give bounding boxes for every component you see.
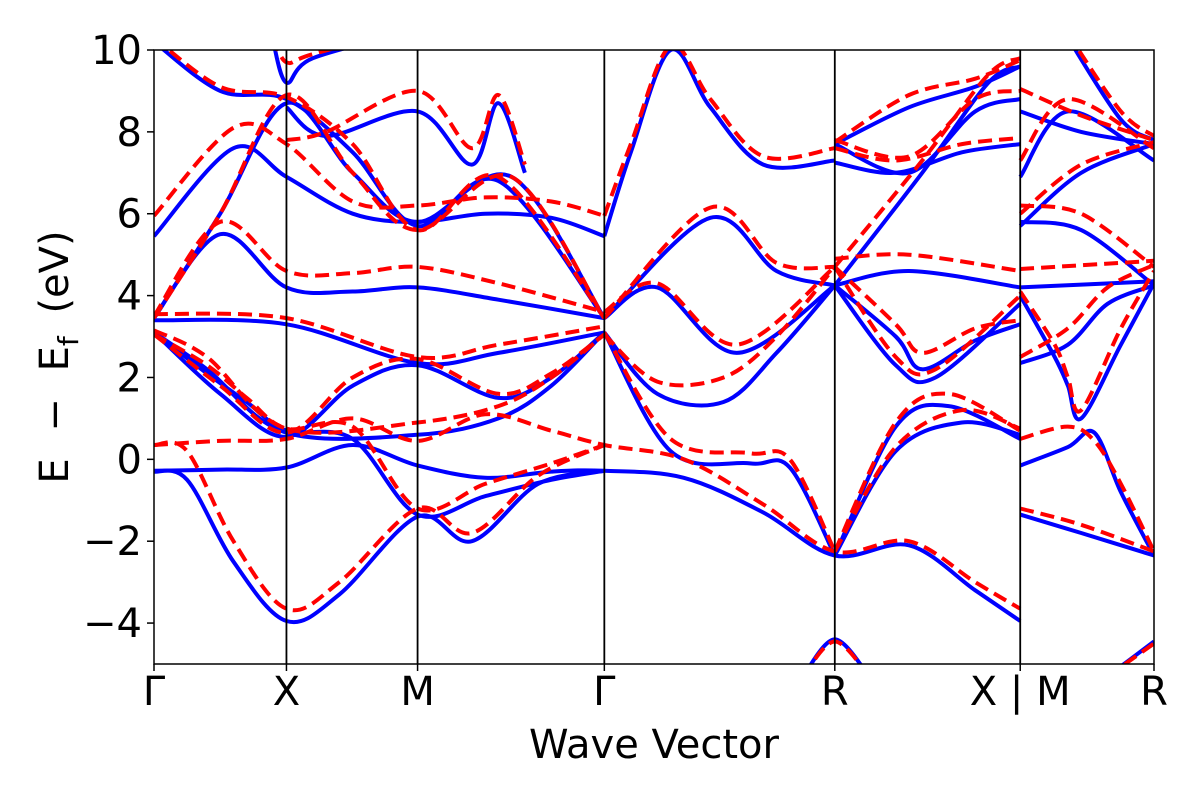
dashed-red-band-31 bbox=[1019, 203, 1154, 269]
kpoint-lines bbox=[285, 50, 1022, 664]
solid-blue-band-26 bbox=[1019, 428, 1154, 557]
solid-blue-band-1 bbox=[154, 468, 605, 625]
dashed-red-band-1 bbox=[154, 440, 606, 613]
y-axis-title-e: E bbox=[32, 458, 78, 483]
dashed-red-band-30 bbox=[1020, 258, 1154, 271]
solid-blue-band-11 bbox=[273, 50, 346, 85]
dashed-red-band-0 bbox=[154, 412, 1022, 611]
dashed-red-band-24 bbox=[833, 56, 1022, 269]
solid-blue-band-21 bbox=[834, 268, 1021, 290]
x-tick-label: M bbox=[400, 669, 435, 715]
y-tick-label: 0 bbox=[117, 437, 142, 483]
dashed-red-band-23 bbox=[833, 58, 1021, 144]
dashed-red-band-27 bbox=[1019, 506, 1154, 554]
y-axis-title: E − Ef (eV) bbox=[32, 230, 88, 483]
x-tick-label: Γ bbox=[593, 669, 616, 715]
solid-blue-band-29 bbox=[1018, 282, 1154, 422]
solid-blue-band-9 bbox=[160, 50, 606, 320]
dashed-red-band-28 bbox=[1019, 263, 1154, 359]
dashed-red-band-10 bbox=[286, 88, 527, 166]
y-axis-title-ef: E bbox=[32, 346, 78, 371]
dashed-red-band-4 bbox=[154, 328, 606, 435]
x-axis-title: Wave Vector bbox=[529, 722, 780, 768]
dashed-red-band-16 bbox=[602, 50, 836, 217]
y-tick-label: 10 bbox=[91, 28, 142, 74]
solid-blue-band-18 bbox=[833, 420, 1021, 557]
dashed-red-band-3 bbox=[154, 332, 606, 435]
solid-blue-band-15 bbox=[603, 283, 836, 355]
dashed-red-band-2 bbox=[154, 332, 605, 513]
solid-blue-band-30 bbox=[1020, 279, 1154, 290]
solid-blue-band-25 bbox=[833, 97, 1021, 176]
solid-blue-band-14 bbox=[602, 215, 836, 320]
dashed-red-band-37 bbox=[1121, 641, 1154, 664]
dashed-red-band-18 bbox=[833, 407, 1021, 553]
y-tick-label: 6 bbox=[117, 192, 142, 238]
dashed-red-band-8 bbox=[154, 121, 605, 218]
solid-blue-band-16 bbox=[602, 50, 836, 237]
dashed-red-band-26 bbox=[1019, 424, 1154, 553]
dashed-red-band-17 bbox=[832, 391, 1022, 553]
dashed-red-band-35 bbox=[1076, 50, 1154, 138]
solid-blue-band-0 bbox=[154, 442, 1022, 623]
dashed-red-band-29 bbox=[1018, 270, 1154, 414]
solid-blue-band-12 bbox=[602, 284, 837, 408]
dashed-red-band-25 bbox=[834, 88, 1021, 160]
solid-blue-band-8 bbox=[154, 144, 605, 239]
solid-blue-band-7 bbox=[154, 232, 605, 321]
solid-blue-band-23 bbox=[833, 64, 1022, 146]
dashed-red-band-6 bbox=[154, 92, 606, 320]
y-axis-title-sub: f bbox=[52, 335, 85, 346]
y-tick-label: 8 bbox=[117, 110, 142, 156]
y-axis-ticks: −4 −2 0 2 4 6 8 10 bbox=[83, 28, 154, 647]
solid-blue-band-28 bbox=[1019, 283, 1154, 365]
x-tick-label: R bbox=[821, 669, 849, 715]
solid-blue-band-5 bbox=[154, 317, 605, 367]
dashed-red-band-9 bbox=[165, 50, 606, 320]
dashed-red-band-32 bbox=[1018, 140, 1154, 216]
solid-blue-band-13 bbox=[602, 331, 837, 557]
plot-frame bbox=[153, 49, 1155, 665]
y-tick-label: −4 bbox=[83, 601, 142, 647]
bands-layer bbox=[154, 50, 1154, 664]
solid-blue-band-27 bbox=[1019, 512, 1154, 558]
x-tick-label: R bbox=[1140, 669, 1168, 715]
x-tick-label: Γ bbox=[143, 669, 166, 715]
y-tick-label: −2 bbox=[83, 519, 142, 565]
dashed-red-band-15 bbox=[603, 265, 837, 347]
svg-text:E − Ef (eV): E − Ef (eV) bbox=[32, 230, 88, 483]
dashed-red-band-7 bbox=[154, 219, 605, 318]
y-tick-label: 4 bbox=[117, 274, 142, 320]
x-axis-ticks: Γ X M Γ R X | M R bbox=[143, 664, 1168, 715]
solid-blue-band-20 bbox=[833, 284, 1022, 385]
dashed-red-band-33 bbox=[1019, 87, 1154, 142]
solid-blue-band-33 bbox=[1019, 109, 1154, 147]
x-tick-label: X | M bbox=[970, 669, 1071, 715]
dashed-red-band-21 bbox=[834, 252, 1021, 273]
dashed-red-band-19 bbox=[833, 265, 1021, 355]
solid-blue-band-4 bbox=[154, 330, 606, 441]
solid-blue-band-31 bbox=[1019, 219, 1154, 287]
plot-background bbox=[154, 50, 1154, 664]
y-axis-title-minus: − bbox=[32, 398, 78, 432]
dashed-red-band-14 bbox=[602, 204, 835, 320]
dashed-red-band-13 bbox=[602, 331, 837, 553]
dashed-red-band-20 bbox=[833, 265, 1022, 377]
dashed-red-band-5 bbox=[154, 311, 605, 360]
y-axis-title-unit: (eV) bbox=[32, 230, 78, 313]
dashed-red-band-34 bbox=[1018, 97, 1154, 162]
y-tick-label: 2 bbox=[117, 355, 142, 401]
x-tick-label: X bbox=[273, 669, 300, 715]
dashed-red-band-12 bbox=[602, 265, 837, 388]
